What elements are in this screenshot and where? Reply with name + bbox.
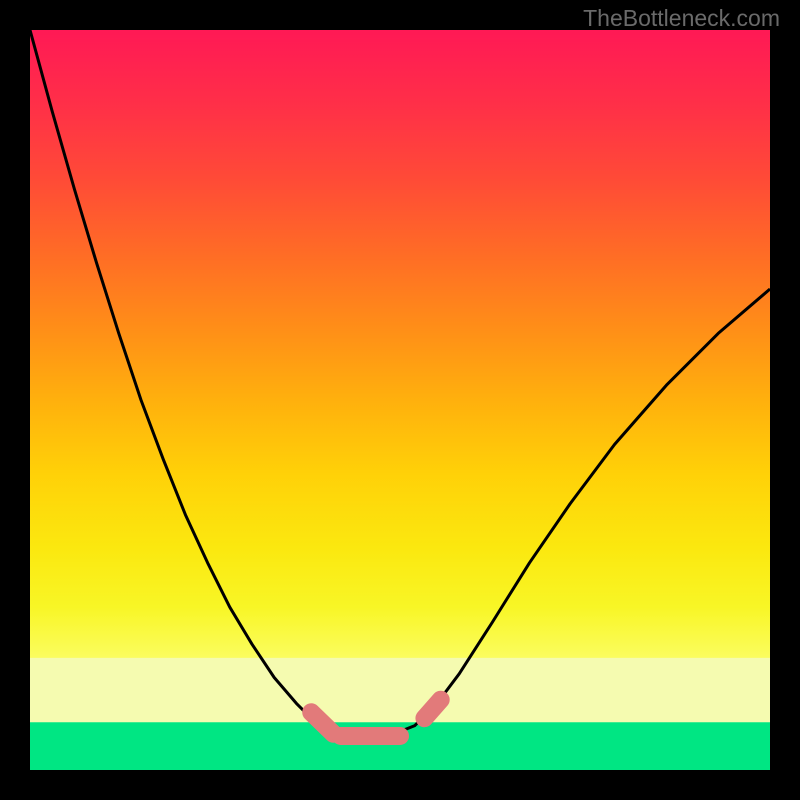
plot-area — [30, 30, 770, 770]
chart-root: TheBottleneck.com — [0, 0, 800, 800]
watermark-text: TheBottleneck.com — [583, 5, 780, 32]
